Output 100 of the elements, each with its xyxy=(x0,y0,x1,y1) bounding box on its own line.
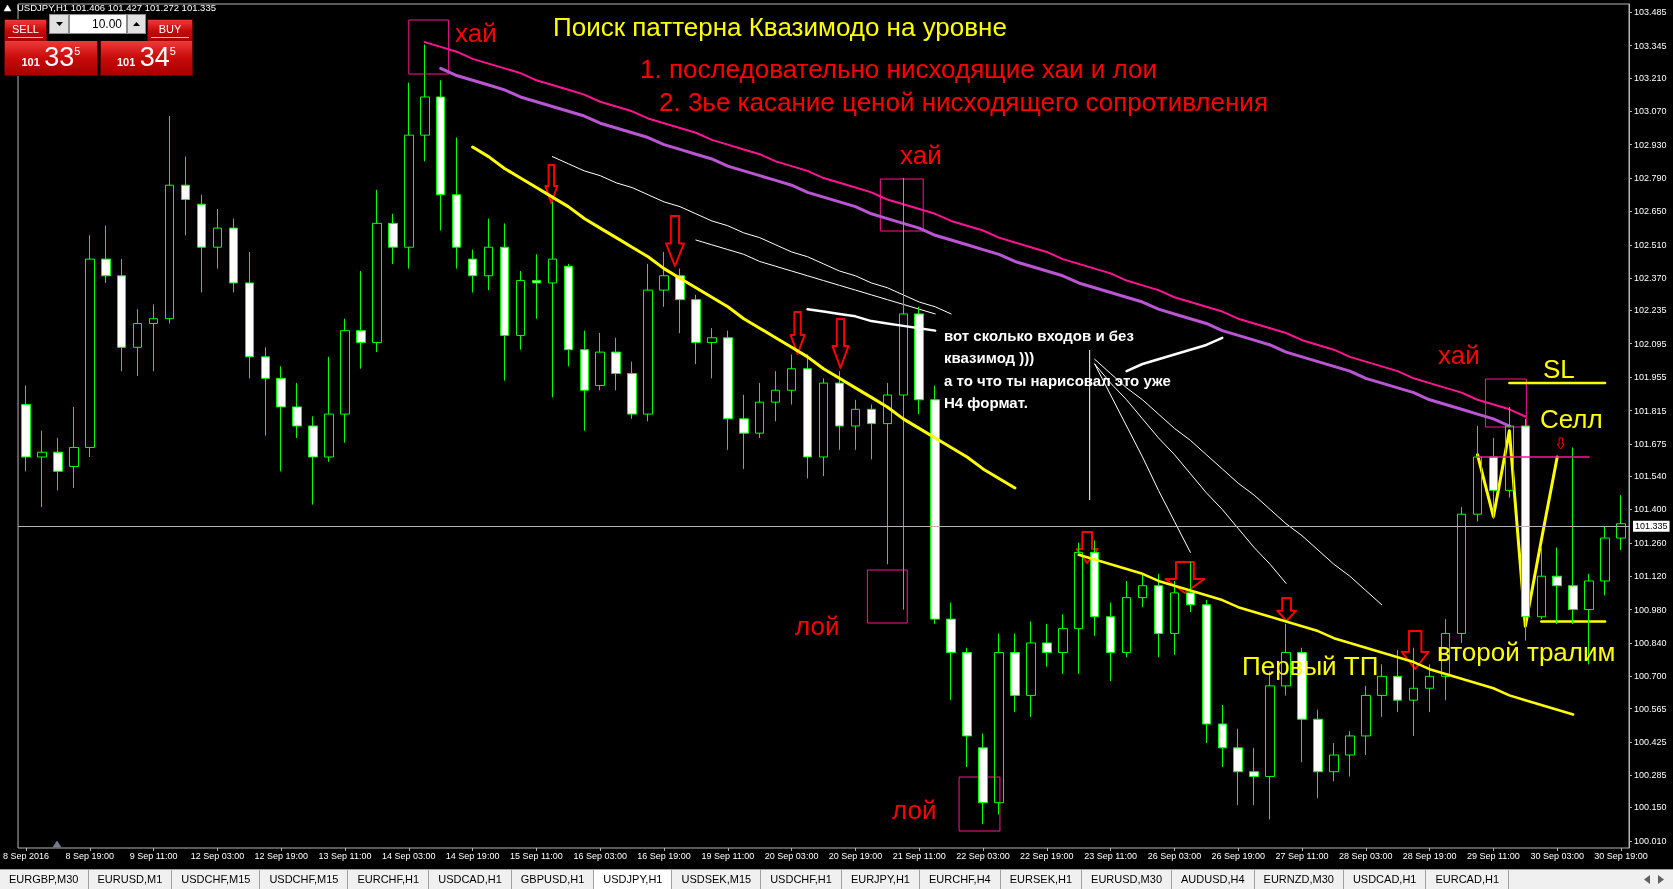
candlestick xyxy=(452,137,461,270)
x-tick-label: 26 Sep 03:00 xyxy=(1147,850,1202,861)
y-tick-label: 100.150 xyxy=(1634,802,1667,813)
y-tick-label: 101.400 xyxy=(1634,504,1667,515)
tab: EURUSD,M1 xyxy=(88,870,173,889)
x-tick-label: 12 Sep 19:00 xyxy=(254,850,308,861)
candlestick xyxy=(1106,601,1115,682)
candlestick xyxy=(787,353,796,406)
candlestick xyxy=(276,365,286,472)
candlestick xyxy=(930,384,940,625)
x-tick-label: 9 Sep 11:00 xyxy=(129,850,178,861)
candlestick xyxy=(1329,742,1339,782)
candlestick xyxy=(1170,580,1179,656)
y-tick-label: 103.485 xyxy=(1634,7,1667,18)
candlestick xyxy=(1361,685,1371,756)
candlestick xyxy=(37,430,47,508)
annotation: хай xyxy=(455,18,497,49)
y-tick-label: 102.510 xyxy=(1634,239,1667,250)
tab: USDCAD,H1 xyxy=(1343,870,1427,889)
candlestick xyxy=(133,308,142,377)
annotation: Поиск паттерна Квазимодо на уровне xyxy=(553,12,1007,43)
annotation: лой xyxy=(892,795,937,826)
sell-price-button: 101 33$^{5}$ xyxy=(4,41,98,76)
candlestick xyxy=(548,201,557,398)
buy-price-button: 101 34$^{5}$ xyxy=(100,41,193,76)
tab: EURUSD,M30 xyxy=(1082,870,1172,889)
x-tick-label: 27 Sep 11:00 xyxy=(1275,850,1329,861)
candlestick xyxy=(149,303,158,372)
y-tick-label: 101.675 xyxy=(1634,438,1667,449)
y-tick-label: 103.345 xyxy=(1634,40,1667,51)
candlestick xyxy=(1026,621,1036,718)
x-tick-label: 22 Sep 03:00 xyxy=(956,850,1010,861)
lot-field: 10.00 xyxy=(69,14,127,34)
buy-button: BUY xyxy=(147,19,193,41)
candlestick xyxy=(1313,709,1323,799)
candlestick xyxy=(213,208,222,270)
candlestick xyxy=(165,115,174,324)
candlestick xyxy=(1521,418,1530,642)
y-tick-label: 101.955 xyxy=(1634,372,1667,383)
tab: EURCHF,H1 xyxy=(348,870,430,889)
candlestick xyxy=(819,377,828,477)
ref-line-label: 101.335 xyxy=(1635,521,1668,532)
x-tick-label: 20 Sep 03:00 xyxy=(764,850,819,861)
x-tick-label: 20 Sep 19:00 xyxy=(828,850,883,861)
candlestick xyxy=(851,399,860,451)
candlestick xyxy=(1552,547,1562,625)
candlestick xyxy=(564,263,573,367)
tab: EURSEK,H1 xyxy=(1000,870,1083,889)
candlestick xyxy=(69,406,79,489)
y-tick-label: 101.120 xyxy=(1634,571,1667,582)
candlestick xyxy=(1409,647,1418,737)
candlestick xyxy=(340,318,350,444)
candlestick xyxy=(117,258,126,372)
candlestick xyxy=(899,177,908,611)
candlestick xyxy=(771,370,780,422)
tab: USDJPY,H1 xyxy=(594,870,673,889)
tab: USDCHF,M15 xyxy=(260,870,349,889)
candlestick xyxy=(197,194,206,293)
candlestick xyxy=(308,415,318,506)
y-tick-label: 100.425 xyxy=(1634,736,1667,747)
x-tick-label: 28 Sep 19:00 xyxy=(1402,850,1457,861)
candlestick xyxy=(1138,573,1147,608)
candlestick xyxy=(1505,406,1514,499)
y-tick-label: 103.210 xyxy=(1634,72,1667,83)
candlestick xyxy=(436,79,445,231)
y-tick-label: 102.370 xyxy=(1634,273,1667,284)
candlestick xyxy=(1473,425,1482,522)
candlestick xyxy=(867,404,876,460)
candlestick xyxy=(404,82,414,270)
annotation: SL xyxy=(1543,354,1575,385)
tab: EURJPY,H1 xyxy=(841,870,920,889)
tab: USDCHF,H1 xyxy=(761,870,842,889)
y-tick-label: 100.980 xyxy=(1634,604,1667,615)
candlestick xyxy=(946,601,956,701)
tab: EURCHF,H4 xyxy=(920,870,1001,889)
x-tick-label: 14 Sep 19:00 xyxy=(445,850,500,861)
candlestick xyxy=(1489,437,1498,520)
x-tick-label: 13 Sep 11:00 xyxy=(318,850,372,861)
x-tick-label: 26 Sep 19:00 xyxy=(1211,850,1266,861)
tab: EURCAD,H1 xyxy=(1426,870,1510,889)
annotation: 101 34$^{5}$ xyxy=(117,42,176,72)
candlestick xyxy=(755,382,764,439)
x-tick-label: 16 Sep 19:00 xyxy=(637,850,691,861)
x-tick-label: 8 Sep 19:00 xyxy=(65,850,115,861)
candlestick xyxy=(261,346,270,437)
candlestick xyxy=(101,225,111,284)
candlestick xyxy=(245,251,254,379)
candlestick xyxy=(1600,525,1610,596)
candlestick xyxy=(85,234,95,458)
y-tick-label: 103.070 xyxy=(1634,106,1667,117)
x-tick-label: 29 Sep 11:00 xyxy=(1466,850,1520,861)
candlestick xyxy=(356,270,366,370)
candlestick xyxy=(1154,573,1163,658)
candlestick xyxy=(643,263,653,422)
x-tick-label: 16 Sep 03:00 xyxy=(573,850,627,861)
annotation: Селл xyxy=(1540,404,1603,435)
candlestick xyxy=(372,189,382,353)
annotation: хай xyxy=(1438,340,1480,371)
candlestick xyxy=(1345,730,1355,777)
y-tick-label: 100.700 xyxy=(1634,671,1667,682)
